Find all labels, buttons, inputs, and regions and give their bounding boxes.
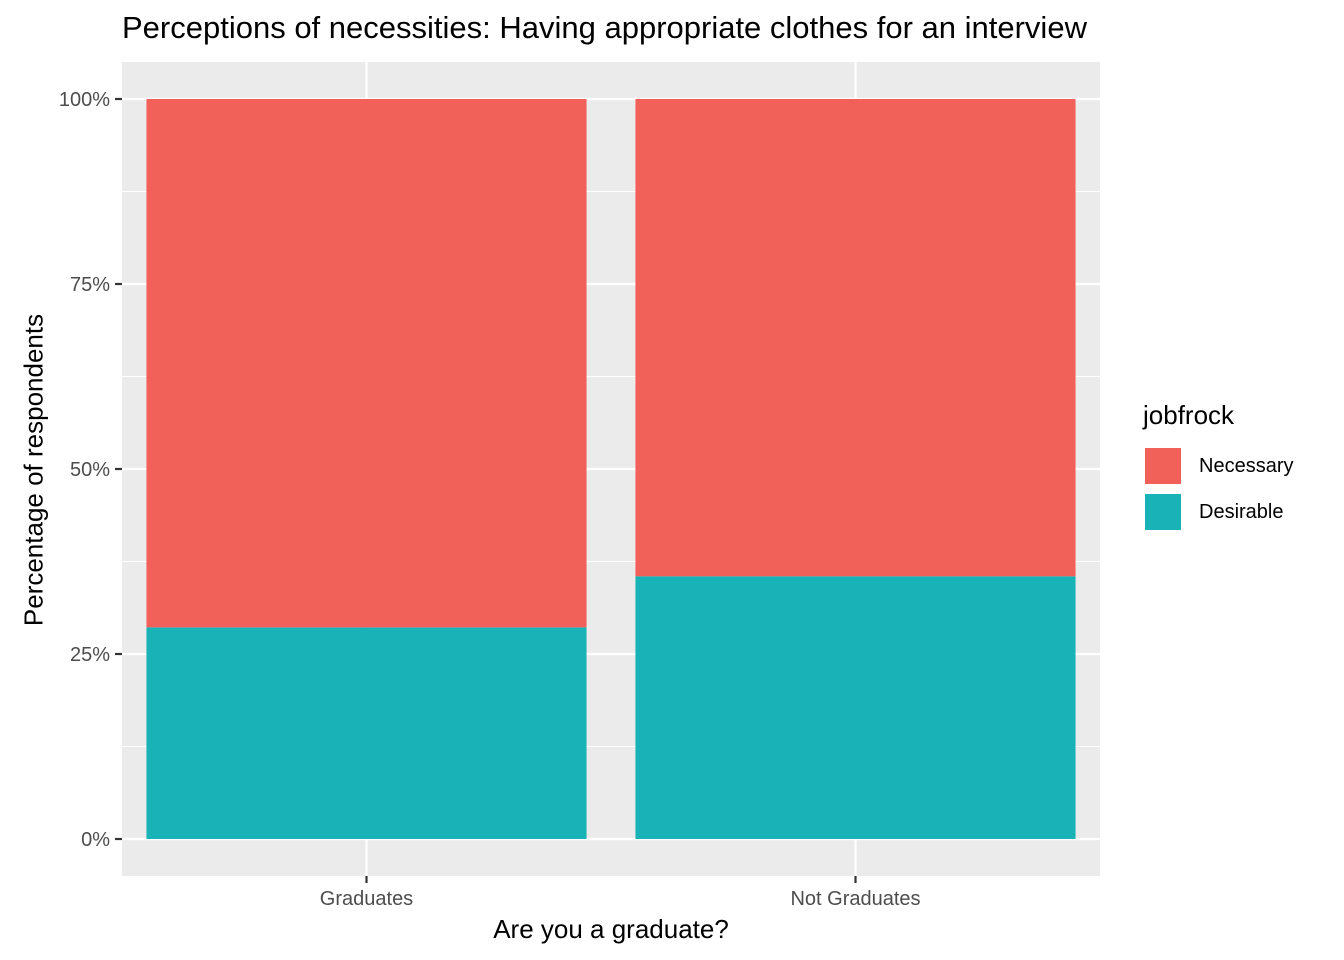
x-axis-label: Are you a graduate?: [493, 914, 729, 944]
bar-necessary-not-graduates: [635, 99, 1076, 577]
legend-label: Desirable: [1199, 500, 1284, 523]
legend-item-necessary: Necessary: [1143, 443, 1293, 489]
y-tick-label: 25%: [70, 644, 110, 666]
legend-key-desirable: [1143, 492, 1183, 532]
legend-title: jobfrock: [1143, 400, 1235, 430]
legend-item-desirable: Desirable: [1143, 489, 1293, 535]
chart-title: Perceptions of necessities: Having appro…: [122, 10, 1087, 45]
y-axis-label: Percentage of respondents: [18, 313, 49, 627]
y-tick-label: 50%: [70, 459, 110, 481]
bar-desirable-not-graduates: [635, 576, 1076, 839]
x-tick-label: Graduates: [320, 888, 413, 910]
bar-necessary-graduates: [146, 99, 587, 628]
y-tick-label: 75%: [70, 274, 110, 296]
legend-label: Necessary: [1199, 454, 1294, 477]
legend-key-necessary: [1143, 446, 1183, 486]
x-tick-label: Not Graduates: [790, 888, 920, 910]
legend: jobfrock Necessary Desirable: [1143, 400, 1293, 535]
bar-desirable-graduates: [146, 627, 587, 839]
y-tick-label: 0%: [81, 829, 110, 851]
y-tick-label: 100%: [59, 89, 110, 111]
